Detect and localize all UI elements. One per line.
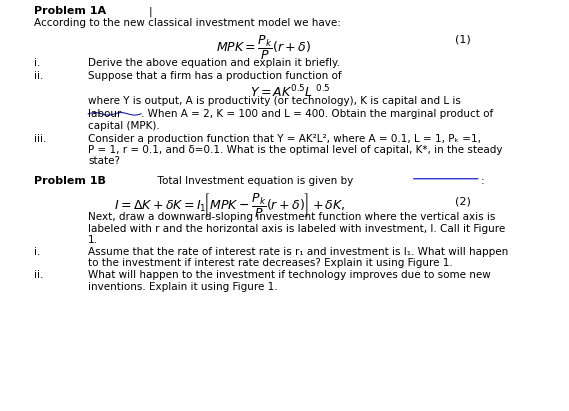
Text: Total Investment equation is given by: Total Investment equation is given by [151, 176, 353, 186]
Text: $Y = AK^{0.5}L^{\ 0.5}$: $Y = AK^{0.5}L^{\ 0.5}$ [250, 83, 331, 100]
Text: Assume that the rate of interest rate is r₁ and investment is I₁. What will happ: Assume that the rate of interest rate is… [88, 247, 509, 257]
Text: $MPK = \dfrac{P_k}{P}(r + \delta)$: $MPK = \dfrac{P_k}{P}(r + \delta)$ [216, 34, 311, 62]
Text: $I = \Delta K + \delta K = \mathit{I}_1\!\left[MPK - \dfrac{P_k}{P}(r + \delta)\: $I = \Delta K + \delta K = \mathit{I}_1\… [114, 192, 345, 220]
Text: i.: i. [34, 247, 40, 257]
Text: labour: labour [88, 109, 122, 118]
Text: Suppose that a firm has a production function of: Suppose that a firm has a production fun… [88, 71, 342, 81]
Text: :: : [481, 176, 484, 186]
Text: ii.: ii. [34, 270, 43, 280]
Text: 1.: 1. [88, 235, 98, 245]
Text: Next, draw a downward-sloping investment function where the vertical axis is: Next, draw a downward-sloping investment… [88, 212, 496, 222]
Text: ii.: ii. [34, 71, 43, 81]
Text: capital (MPK).: capital (MPK). [88, 121, 160, 131]
Text: i.: i. [34, 58, 40, 68]
Text: According to the new classical investment model we have:: According to the new classical investmen… [34, 18, 341, 28]
Text: to the investment if interest rate decreases? Explain it using Figure 1.: to the investment if interest rate decre… [88, 258, 453, 268]
Text: Derive the above equation and explain it briefly.: Derive the above equation and explain it… [88, 58, 340, 68]
Text: P = 1, r = 0.1, and δ=0.1. What is the optimal level of capital, K*, in the stea: P = 1, r = 0.1, and δ=0.1. What is the o… [88, 145, 502, 155]
Text: Problem 1A: Problem 1A [34, 6, 106, 16]
Text: labeled with r and the horizontal axis is labeled with investment, I. Call it Fi: labeled with r and the horizontal axis i… [88, 224, 505, 233]
Text: where Y is output, A is productivity (or technology), K is capital and L is: where Y is output, A is productivity (or… [88, 96, 461, 106]
Text: . When A = 2, K = 100 and L = 400. Obtain the marginal product of: . When A = 2, K = 100 and L = 400. Obtai… [141, 109, 493, 118]
Text: state?: state? [88, 156, 120, 166]
Text: (1): (1) [455, 35, 471, 45]
Text: Problem 1B: Problem 1B [34, 176, 106, 186]
Text: Consider a production function that Y = AK²L², where A = 0.1, L = 1, Pₖ =1,: Consider a production function that Y = … [88, 134, 481, 143]
Text: (2): (2) [455, 196, 471, 206]
Text: What will happen to the investment if technology improves due to some new: What will happen to the investment if te… [88, 270, 491, 280]
Text: inventions. Explain it using Figure 1.: inventions. Explain it using Figure 1. [88, 282, 278, 291]
Text: |: | [149, 6, 152, 17]
Text: iii.: iii. [34, 134, 47, 143]
